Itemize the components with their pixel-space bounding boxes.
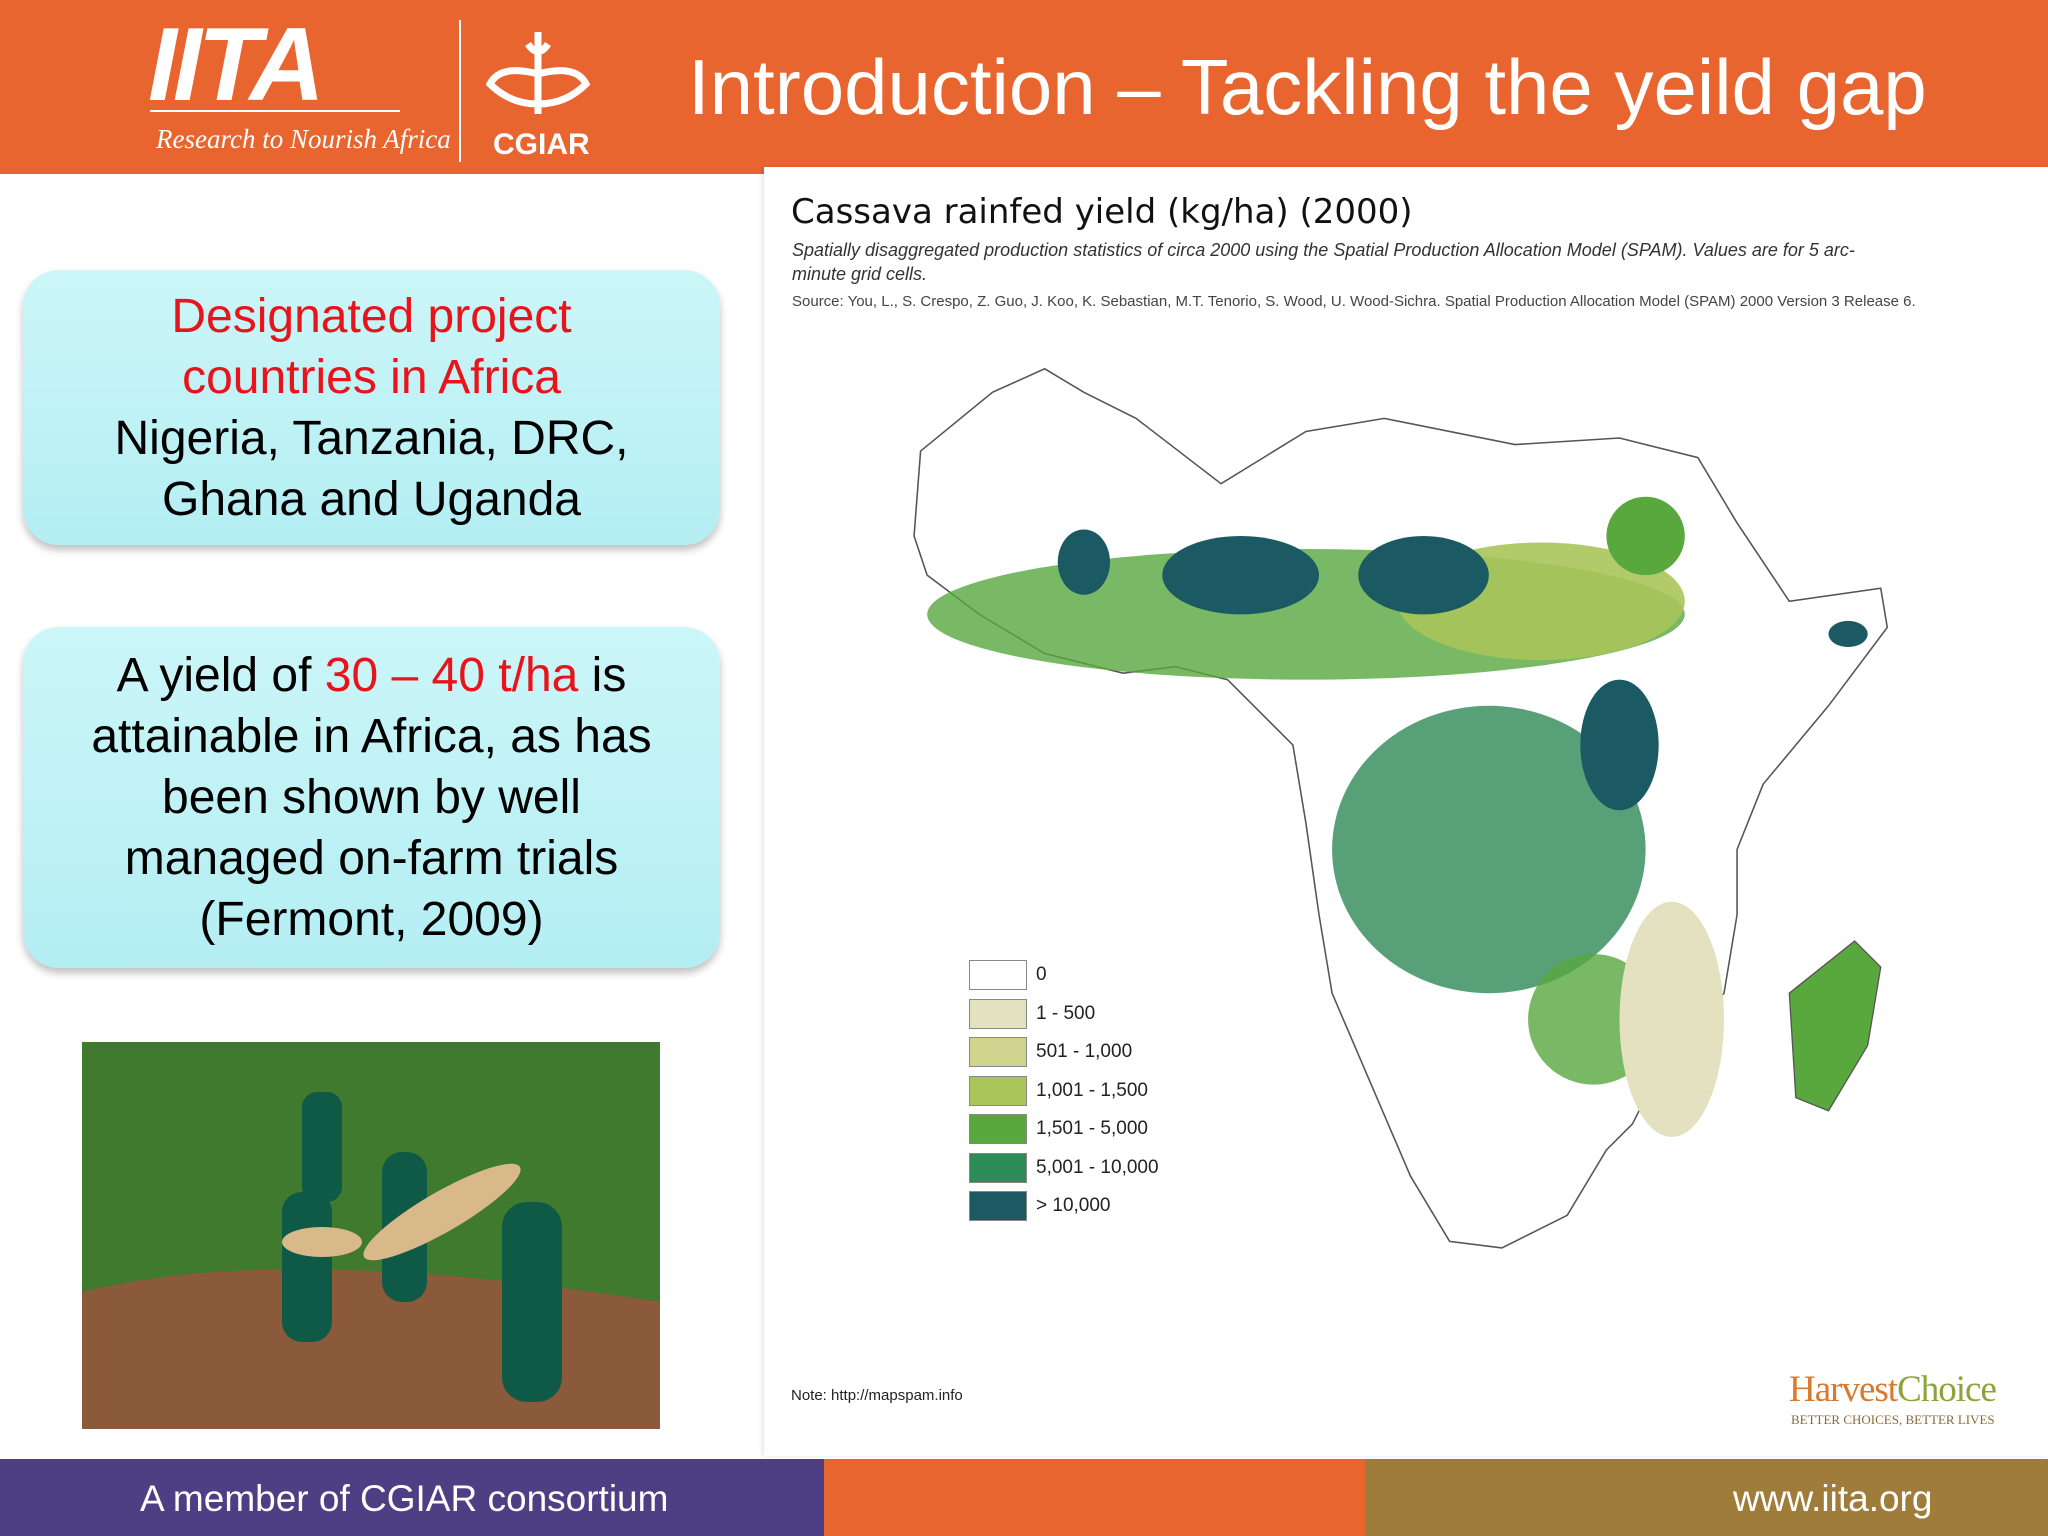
legend-swatch (969, 1037, 1027, 1067)
legend-label: 5,001 - 10,000 (1036, 1157, 1159, 1178)
legend-label: 1 - 500 (1036, 1003, 1096, 1024)
box-highlight: Designated project countries in Africa (171, 289, 572, 404)
box-text: A yield of (116, 649, 312, 702)
legend-label: 501 - 1,000 (1036, 1041, 1133, 1062)
logo-underline (150, 110, 400, 112)
header-band (0, 0, 2048, 174)
legend-swatch (969, 999, 1027, 1029)
photo-ground (82, 1269, 660, 1429)
map (913, 367, 1889, 1249)
box-countries: Designated project countries in Africa N… (23, 270, 720, 545)
brand: HarvestChoice (1789, 1368, 1997, 1411)
footer-orange (824, 1459, 1365, 1536)
footer-right[interactable]: www.iita.org (1733, 1478, 1933, 1519)
photo (82, 1042, 660, 1429)
map-title: Cassava rainfed yield (kg/ha) (2000) (791, 192, 1413, 232)
legend-label: 0 (1036, 964, 1047, 985)
box-text: is attainable in Africa, as has been sho… (91, 649, 652, 946)
logo-tagline: Research to Nourish Africa (156, 124, 451, 154)
photo-cassava (282, 1163, 521, 1261)
box-text: Nigeria, Tanzania, DRC, Ghana and Uganda (114, 411, 629, 526)
legend-label: 1,001 - 1,500 (1036, 1080, 1148, 1101)
brand-a: Harvest (1789, 1369, 1898, 1410)
brand-b: Choice (1897, 1369, 1997, 1410)
logo: IITA (148, 7, 325, 123)
legend-swatch (969, 1076, 1027, 1106)
legend-swatch (969, 960, 1027, 990)
box-paragraph: A yield of 30 – 40 t/ha is attainable in… (23, 645, 720, 950)
legend-label: 1,501 - 5,000 (1036, 1118, 1148, 1139)
brand-tagline: BETTER CHOICES, BETTER LIVES (1791, 1412, 1995, 1427)
title: Introduction – Tackling the yeild gap (688, 43, 1927, 131)
yield-areas (927, 496, 1868, 1137)
icon-shape (485, 32, 591, 114)
legend-swatch (969, 1114, 1027, 1144)
box-highlight: 30 – 40 t/ha (324, 649, 579, 702)
footer-brown (1365, 1459, 2048, 1536)
legend-swatch (969, 1191, 1027, 1221)
box-yield: A yield of 30 – 40 t/ha is attainable in… (23, 627, 720, 968)
map-subtitle: Spatially disaggregated production stati… (792, 240, 1855, 284)
divider (459, 20, 461, 162)
cgiar-icon (485, 32, 591, 114)
partner: CGIAR (493, 128, 590, 161)
footer-purple (0, 1459, 824, 1536)
map-note: Note: http://mapspam.info (791, 1387, 963, 1404)
legend-label: > 10,000 (1036, 1195, 1111, 1216)
madagascar (1788, 940, 1882, 1112)
legend-swatch (969, 1153, 1027, 1183)
map-source: Source: You, L., S. Crespo, Z. Guo, J. K… (792, 293, 1916, 310)
footer-left: A member of CGIAR consortium (140, 1478, 669, 1519)
